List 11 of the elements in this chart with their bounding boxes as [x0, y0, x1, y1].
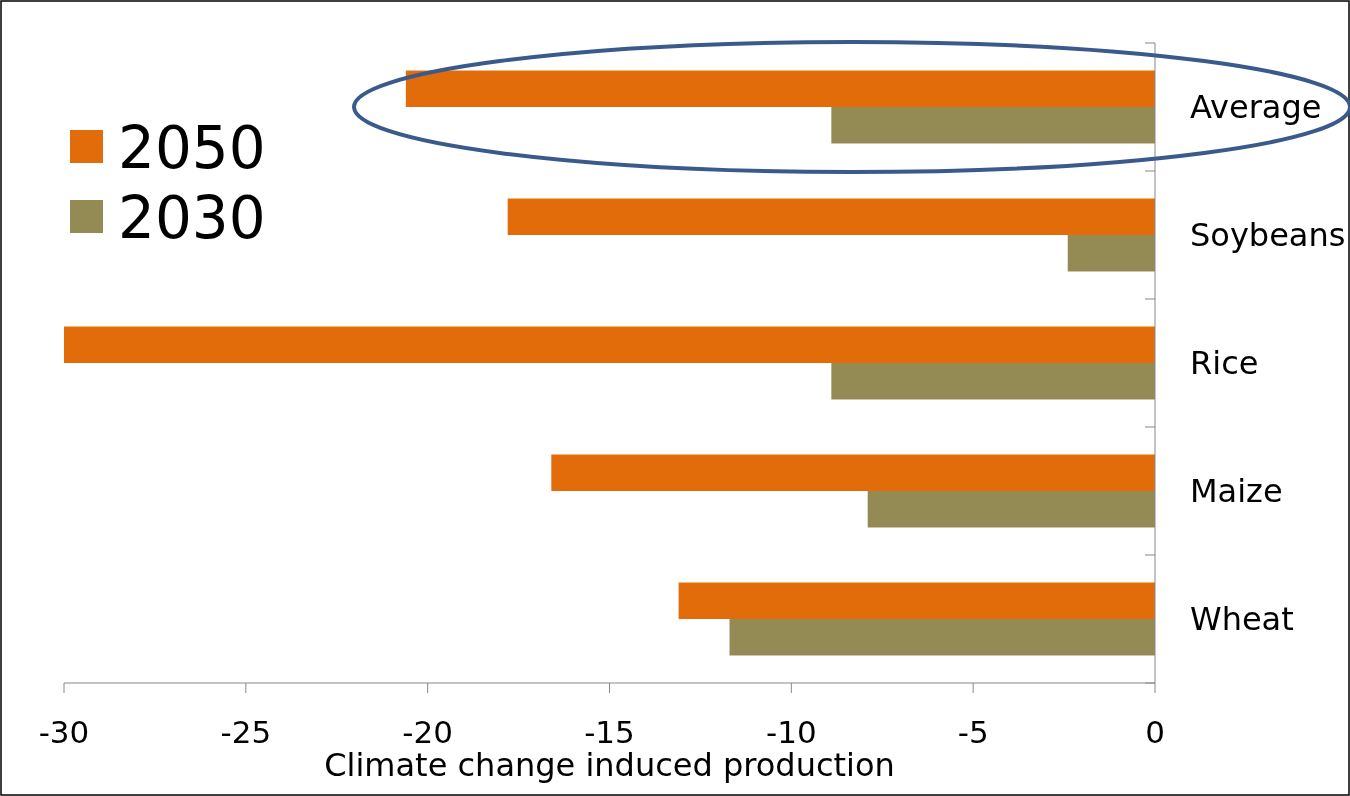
y-tick-label: Maize — [1190, 472, 1283, 510]
x-tick-label: -30 — [38, 714, 90, 750]
y-tick-label: Rice — [1190, 344, 1259, 382]
x-tick-label: -25 — [220, 714, 272, 750]
x-tick-label: -5 — [957, 714, 989, 750]
x-tick-label: 0 — [1145, 714, 1165, 750]
legend-label: 2030 — [118, 184, 266, 252]
y-tick-label: Soybeans — [1190, 216, 1346, 254]
legend-label: 2050 — [118, 114, 266, 182]
y-tick-label: Wheat — [1190, 600, 1294, 638]
y-tick-label: Average — [1190, 88, 1322, 126]
